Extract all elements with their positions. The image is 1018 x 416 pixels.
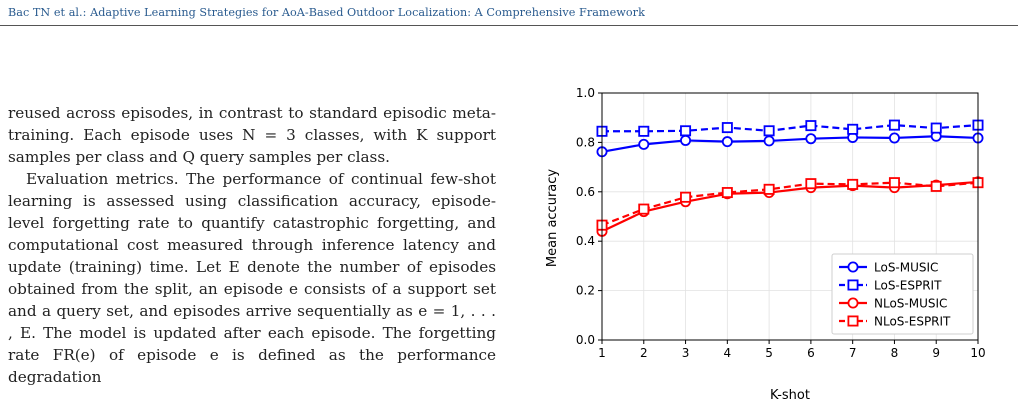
legend-marker-los-esprit	[847, 279, 859, 291]
x-tick-label: 1	[598, 346, 606, 360]
legend-label-los-esprit: LoS-ESPRIT	[874, 279, 942, 293]
series-line-nlos-music	[601, 180, 979, 233]
y-tick-label: 1.0	[576, 86, 595, 100]
x-tick-label: 5	[765, 346, 773, 360]
legend-label-nlos-music: NLoS-MUSIC	[874, 297, 947, 311]
data-point-los-music	[888, 132, 900, 144]
series-line-nlos-esprit	[601, 181, 979, 227]
body-text-column: reused across episodes, in contrast to s…	[8, 102, 496, 388]
y-axis-label: Mean accuracy	[545, 169, 560, 268]
data-point-los-esprit	[680, 125, 692, 137]
data-point-los-esprit	[763, 125, 775, 137]
y-tick-label: 0.2	[576, 284, 595, 298]
data-point-nlos-esprit	[721, 187, 733, 199]
data-point-los-esprit	[930, 122, 942, 134]
data-point-nlos-esprit	[638, 203, 650, 215]
data-point-los-esprit	[847, 123, 859, 135]
x-tick-label: 3	[682, 346, 690, 360]
plot-frame	[601, 92, 979, 341]
legend-marker-los-music	[847, 261, 859, 273]
series-line-los-music	[601, 135, 979, 153]
legend-label-nlos-esprit: NLoS-ESPRIT	[874, 315, 951, 329]
accuracy-chart: 1 2 3 4 5 6 7 8 9 10 0.0 0.2 0.4 0.6 0.8 1.0 Mean accur…	[545, 86, 986, 403]
data-point-los-music	[638, 138, 650, 150]
legend-box	[831, 253, 974, 335]
data-point-nlos-esprit	[763, 183, 775, 195]
legend-label-los-music: LoS-MUSIC	[874, 261, 938, 275]
data-point-los-music	[721, 136, 733, 148]
data-point-nlos-esprit	[805, 178, 817, 190]
x-tick-label: 7	[849, 346, 857, 360]
data-point-los-esprit	[805, 120, 817, 132]
y-tick-label: 0.6	[576, 185, 595, 199]
legend: LoS-MUSIC LoS-ESPRIT NLoS-MUSIC NLoS-ESPRIT	[831, 253, 974, 335]
x-tick-label: 8	[891, 346, 899, 360]
data-point-los-esprit	[638, 125, 650, 137]
data-point-los-esprit	[721, 122, 733, 134]
data-point-los-music	[680, 134, 692, 146]
series-line-los-esprit	[602, 124, 979, 133]
legend-marker-nlos-esprit	[847, 315, 859, 327]
paragraph-episodes: reused across episodes, in contrast to s…	[8, 104, 496, 166]
y-tick-label: 0.8	[576, 135, 595, 149]
data-point-los-music	[763, 135, 775, 147]
x-axis-label: K-shot	[770, 388, 810, 403]
header-rule	[0, 25, 1018, 26]
y-tick-label: 0.4	[576, 234, 595, 248]
x-tick-label: 9	[932, 346, 940, 360]
data-point-nlos-esprit	[847, 178, 859, 190]
x-tick-label: 4	[724, 346, 732, 360]
axes-layer: 1 2 3 4 5 6 7 8 9 10 0.0 0.2 0.4 0.6 0.8 1.0	[576, 86, 986, 360]
accuracy-figure: 1 2 3 4 5 6 7 8 9 10 0.0 0.2 0.4 0.6 0.8 1.0 Mean accur…	[540, 82, 1010, 412]
running-header: Bac TN et al.: Adaptive Learning Strateg…	[8, 6, 645, 19]
data-point-los-music	[805, 133, 817, 145]
data-point-los-esprit	[888, 119, 900, 131]
data-point-nlos-esprit	[888, 177, 900, 189]
legend-marker-nlos-music	[847, 297, 859, 309]
x-tick-label: 2	[640, 346, 648, 360]
data-point-nlos-esprit	[930, 180, 942, 192]
x-tick-label: 10	[970, 346, 985, 360]
y-tick-label: 0.0	[576, 333, 595, 347]
series-layer	[596, 119, 984, 237]
paragraph-evaluation-metrics: Evaluation metrics. The performance of c…	[8, 170, 496, 386]
x-tick-label: 6	[807, 346, 815, 360]
data-point-nlos-esprit	[680, 191, 692, 203]
